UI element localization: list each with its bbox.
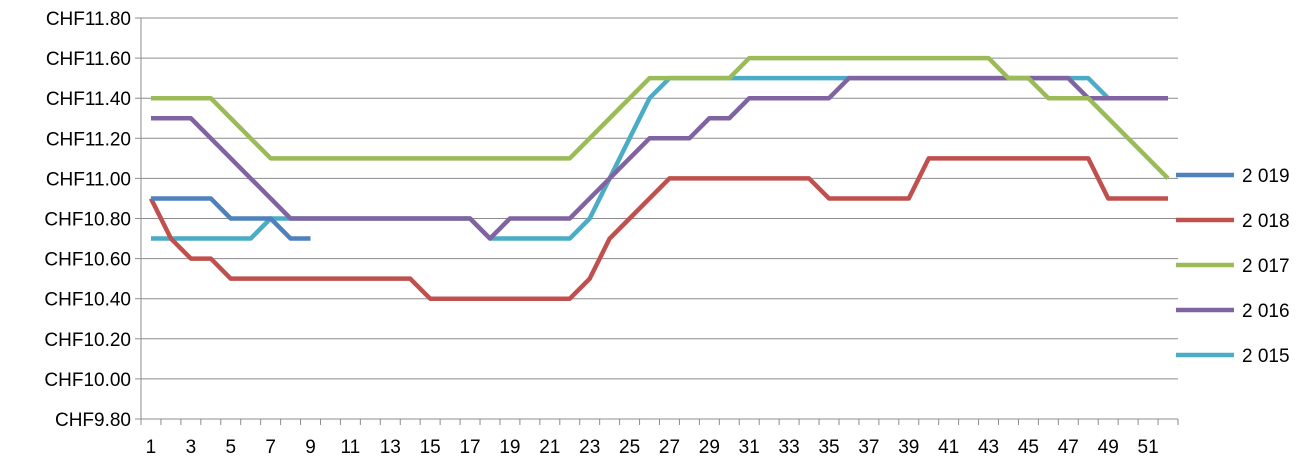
series-line-2019 — [150, 196, 311, 241]
x-tick-label: 43 — [978, 437, 999, 458]
y-tick-label: CHF10.20 — [44, 330, 131, 351]
x-tick-label: 33 — [779, 437, 800, 458]
gridlines — [141, 17, 1178, 380]
legend-item: 2 018 — [1176, 211, 1290, 232]
x-tick-label: 3 — [186, 437, 197, 458]
x-tick-label: 23 — [579, 437, 600, 458]
y-axis-tick-labels: CHF9.80 CHF10.00 CHF10.20 CHF10.40 CHF10.60 C… — [44, 9, 141, 431]
y-tick-label: CHF11.60 — [46, 49, 131, 70]
x-tick-label: 9 — [305, 437, 316, 458]
y-tick-label: CHF11.80 — [46, 9, 131, 30]
x-tick-label: 25 — [619, 437, 640, 458]
y-tick-label: CHF10.80 — [44, 210, 131, 231]
x-tick-label: 41 — [938, 437, 959, 458]
x-tick-label: 45 — [1018, 437, 1039, 458]
legend-label: 2 017 — [1242, 256, 1290, 277]
x-tick-label: 17 — [459, 437, 480, 458]
series-line-2018 — [148, 156, 1169, 301]
x-tick-label: 27 — [659, 437, 680, 458]
x-tick-label: 13 — [380, 437, 401, 458]
series-line-2016 — [150, 75, 1169, 241]
x-tick-label: 47 — [1058, 437, 1079, 458]
y-tick-label: CHF9.80 — [55, 410, 131, 431]
legend-label: 2 015 — [1242, 346, 1290, 367]
x-tick-label: 51 — [1138, 437, 1159, 458]
legend-item: 2 015 — [1176, 346, 1290, 367]
x-tick-label: 21 — [539, 437, 560, 458]
y-tick-label: CHF10.00 — [44, 370, 131, 391]
x-tick-label: 7 — [265, 437, 276, 458]
legend-label: 2 018 — [1242, 211, 1290, 232]
x-tick-label: 19 — [499, 437, 520, 458]
y-tick-label: CHF10.60 — [44, 250, 131, 271]
x-tick-label: 5 — [225, 437, 236, 458]
x-tick-label: 29 — [699, 437, 720, 458]
x-tick-label: 35 — [818, 437, 839, 458]
x-tick-label: 1 — [146, 437, 157, 458]
legend: 2 019 2 018 2 017 2 016 2 015 — [1176, 166, 1290, 367]
x-tick-label: 15 — [420, 437, 441, 458]
y-tick-label: CHF11.00 — [46, 169, 131, 190]
legend-item: 2 017 — [1176, 256, 1290, 277]
x-tick-label: 49 — [1098, 437, 1119, 458]
y-tick-label: CHF11.40 — [46, 89, 131, 110]
x-tick-label: 37 — [858, 437, 879, 458]
legend-item: 2 019 — [1176, 166, 1290, 187]
series-lines — [148, 55, 1170, 301]
legend-item: 2 016 — [1176, 301, 1290, 322]
y-tick-label: CHF11.20 — [46, 129, 131, 150]
legend-label: 2 016 — [1242, 301, 1290, 322]
x-axis: 1 3 5 7 9 11 13 15 17 19 21 23 25 27 29 31 33 35 37 39 41 43 4… — [140, 18, 1179, 458]
x-tick-label: 11 — [341, 437, 361, 458]
x-tick-label: 31 — [739, 437, 760, 458]
legend-label: 2 019 — [1242, 166, 1290, 187]
y-tick-label: CHF10.40 — [44, 290, 131, 311]
x-tick-label: 39 — [898, 437, 919, 458]
series-line-2017 — [150, 55, 1170, 180]
